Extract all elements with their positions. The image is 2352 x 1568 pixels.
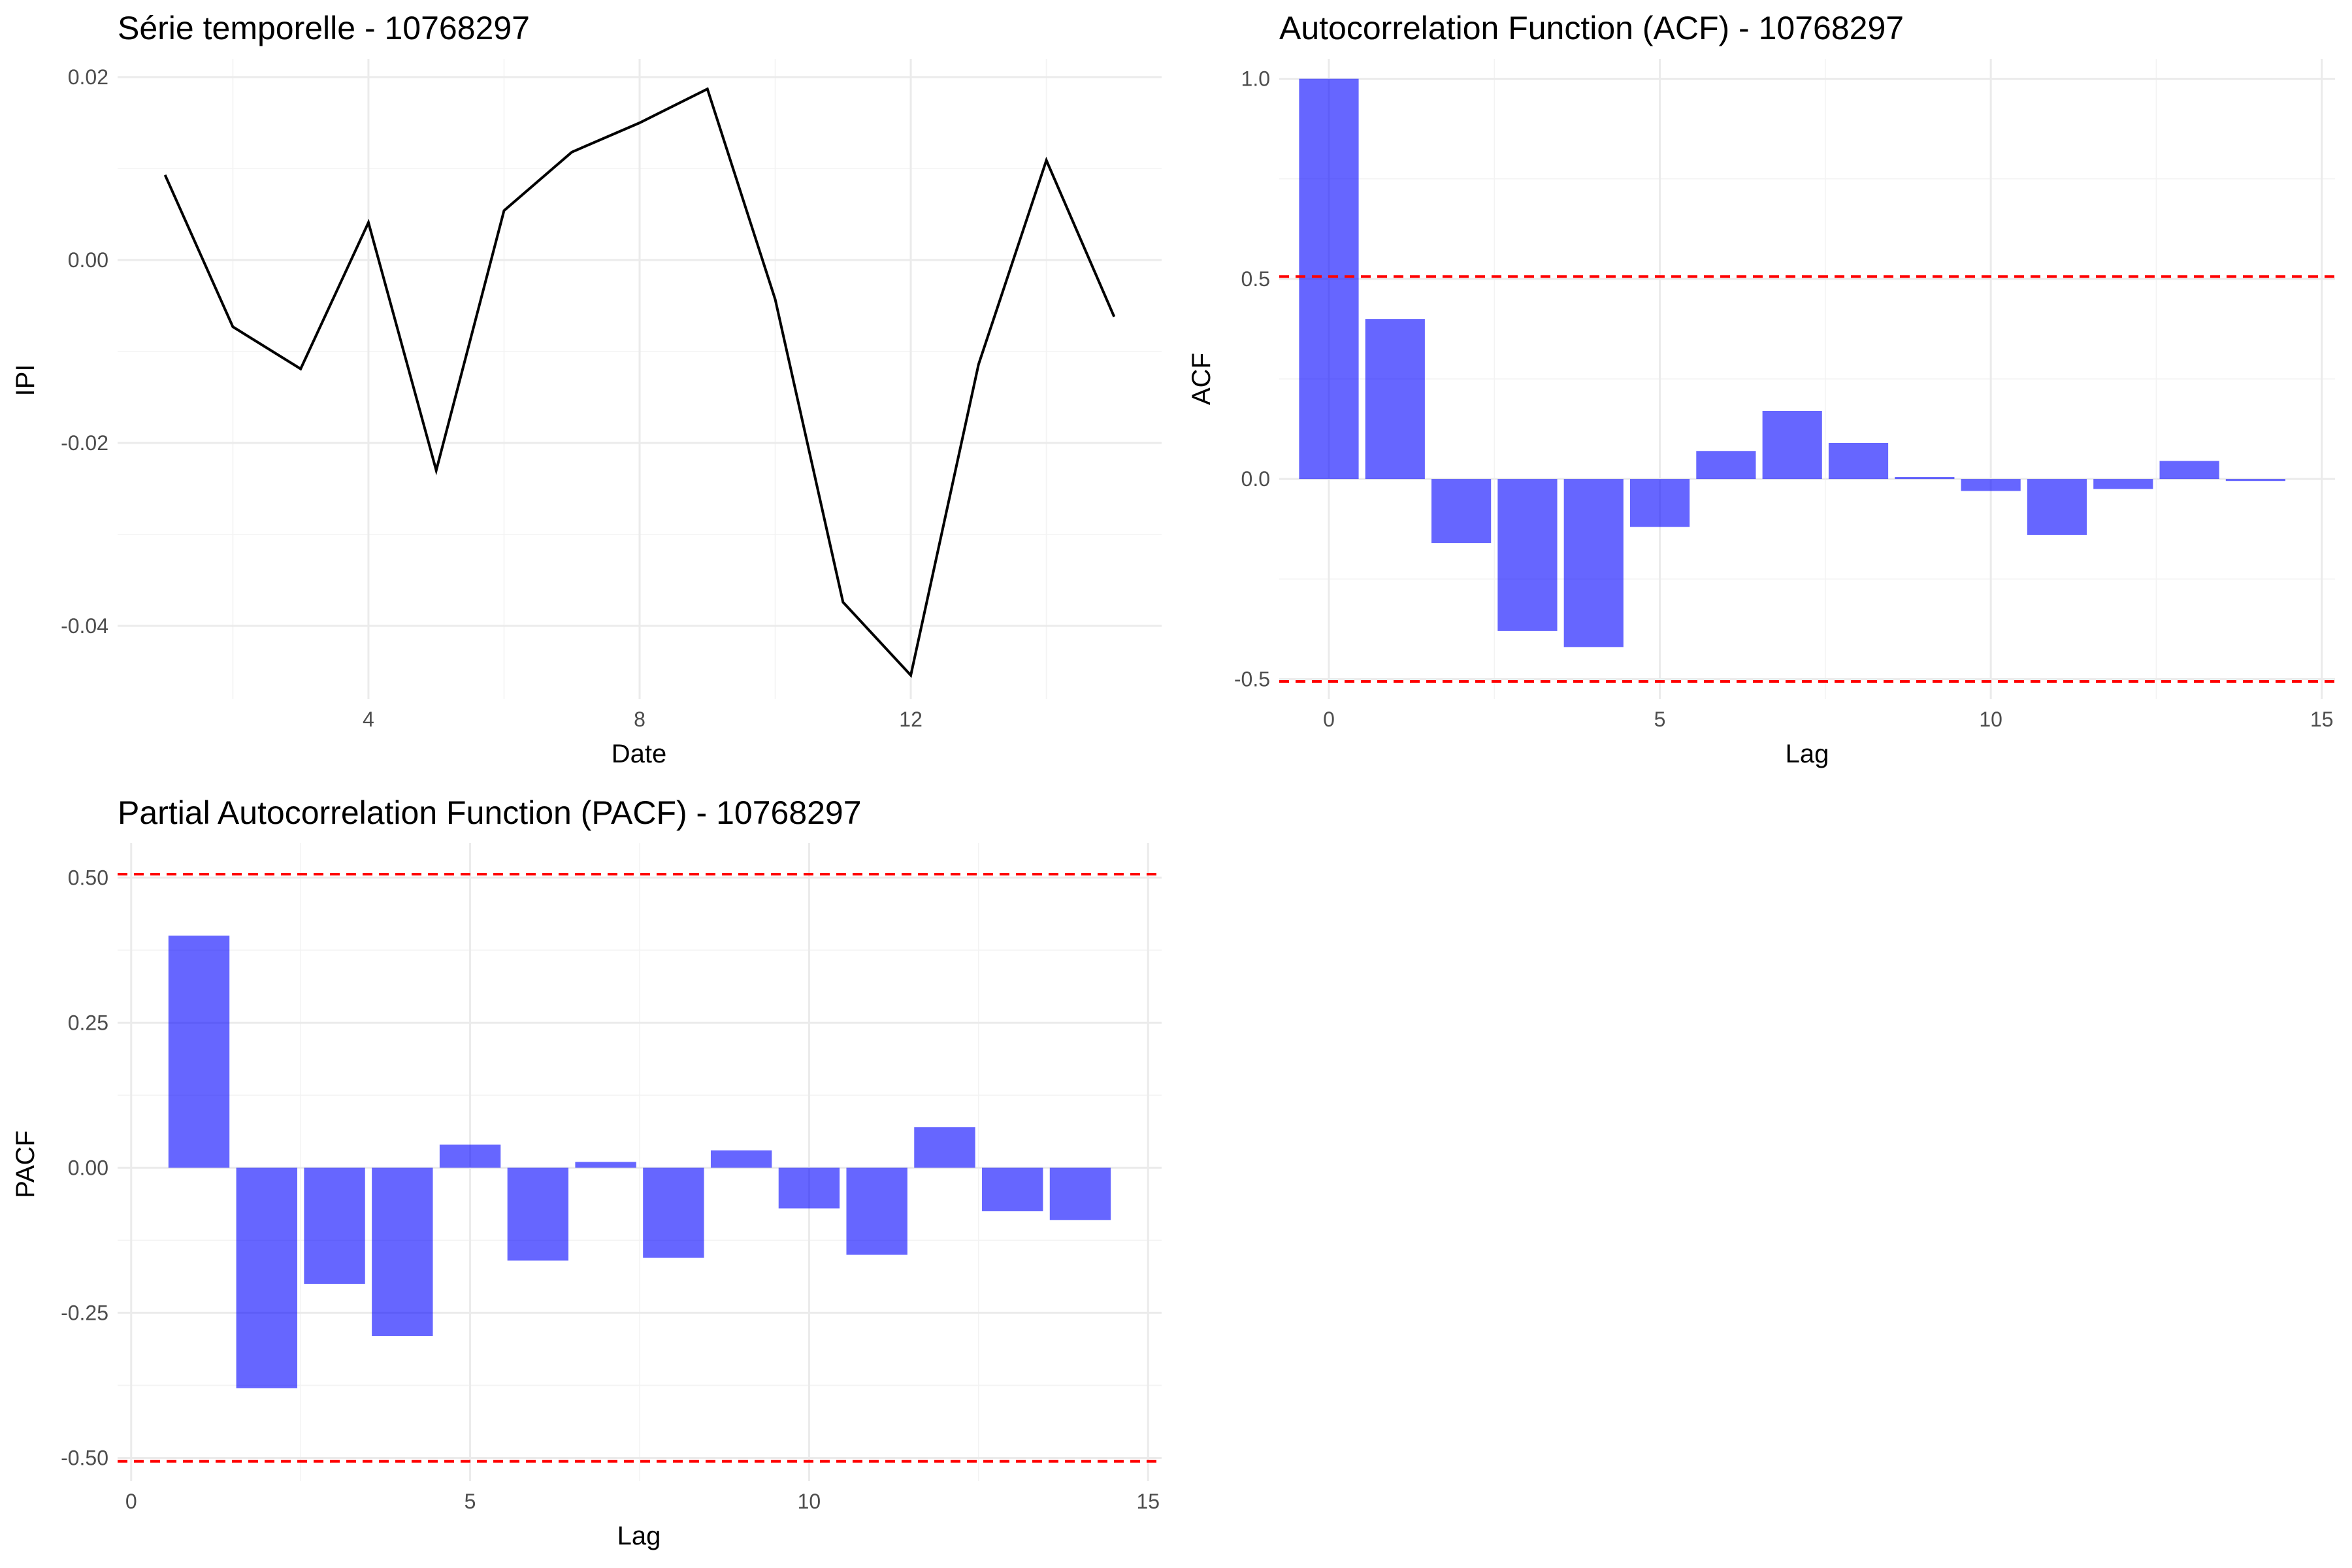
acf-y-tick-label: 1.0 — [1241, 67, 1270, 91]
pacf-y-tick-label: 0.00 — [68, 1156, 108, 1179]
pacf-y-tick-label: 0.25 — [68, 1011, 108, 1034]
pacf-marks — [118, 872, 1162, 1463]
time-series-panel: 4 8 12 -0.04 -0.02 0.00 0.02 Série temporelle … — [11, 10, 1162, 768]
acf-bar — [2027, 479, 2087, 535]
acf-x-tick-label: 5 — [1654, 708, 1666, 731]
acf-x-tick-label: 10 — [1979, 708, 2002, 731]
time-series-title: Série temporelle - 10768297 — [118, 10, 530, 46]
pacf-x-tick-label: 5 — [465, 1490, 476, 1513]
time-series-ticks: 4 8 12 -0.04 -0.02 0.00 0.02 — [61, 65, 923, 731]
acf-bar — [1895, 477, 1955, 480]
acf-bar — [1497, 479, 1558, 631]
acf-bar — [1365, 319, 1425, 480]
time-series-marks — [163, 87, 1116, 678]
acf-bar — [1961, 479, 2021, 491]
pacf-x-tick-label: 10 — [798, 1490, 821, 1513]
acf-bar — [1563, 479, 1624, 647]
pacf-bar — [507, 1168, 569, 1261]
pacf-y-axis-title: PACF — [11, 1130, 40, 1198]
acf-bar — [1828, 443, 1889, 480]
pacf-bar — [168, 936, 230, 1168]
time-series-x-tick-label: 12 — [899, 708, 923, 731]
time-series-y-tick-label: 0.00 — [68, 248, 108, 272]
acf-y-tick-label: -0.5 — [1234, 667, 1270, 691]
time-series-grid — [118, 59, 1162, 699]
pacf-title: Partial Autocorrelation Function (PACF) … — [118, 794, 862, 831]
pacf-bar — [710, 1150, 772, 1168]
pacf-bar — [778, 1168, 840, 1209]
time-series-x-tick-label: 8 — [634, 708, 645, 731]
pacf-bar — [304, 1168, 365, 1284]
time-series-y-axis-title: IPI — [11, 365, 40, 397]
time-series-x-tick-label: 4 — [363, 708, 374, 731]
acf-x-tick-label: 15 — [2310, 708, 2334, 731]
pacf-bar — [575, 1162, 636, 1168]
pacf-ticks: 0 5 10 15 -0.50 -0.25 0.00 0.25 0.50 — [61, 866, 1160, 1513]
time-series-y-tick-label: -0.04 — [61, 614, 108, 638]
pacf-bar — [372, 1168, 433, 1336]
acf-y-axis-title: ACF — [1187, 353, 1216, 405]
time-series-series-line — [163, 87, 1116, 678]
pacf-y-tick-label: -0.50 — [61, 1446, 108, 1469]
pacf-panel: 0 5 10 15 -0.50 -0.25 0.00 0.25 0.50 Partial Aut… — [11, 794, 1162, 1550]
acf-bar — [1629, 479, 1690, 527]
pacf-bar — [643, 1168, 704, 1258]
time-series-y-tick-label: 0.02 — [68, 65, 108, 89]
acf-panel: 0 5 10 15 -0.5 0.0 0.5 1.0 Autocorrelation Func… — [1187, 10, 2335, 768]
pacf-x-tick-label: 0 — [125, 1490, 137, 1513]
pacf-x-axis-title: Lag — [617, 1522, 661, 1550]
acf-bar — [2225, 479, 2286, 482]
acf-grid — [1279, 59, 2335, 699]
pacf-bar — [1049, 1168, 1111, 1220]
pacf-y-tick-label: 0.50 — [68, 866, 108, 889]
pacf-y-tick-label: -0.25 — [61, 1301, 108, 1324]
acf-ticks: 0 5 10 15 -0.5 0.0 0.5 1.0 — [1234, 67, 2334, 731]
pacf-bar — [982, 1168, 1043, 1211]
acf-bar — [1696, 451, 1756, 480]
acf-bar — [1299, 78, 1359, 480]
acf-y-tick-label: 0.5 — [1241, 267, 1270, 291]
acf-bar — [2093, 479, 2153, 489]
time-series-y-tick-label: -0.02 — [61, 431, 108, 455]
acf-marks — [1279, 78, 2335, 683]
acf-y-tick-label: 0.0 — [1241, 467, 1270, 491]
pacf-x-tick-label: 15 — [1136, 1490, 1160, 1513]
pacf-bar — [439, 1144, 501, 1168]
pacf-bar — [236, 1168, 297, 1388]
acf-bar — [2159, 461, 2219, 480]
pacf-bar — [914, 1127, 975, 1168]
acf-x-tick-label: 0 — [1323, 708, 1335, 731]
acf-x-axis-title: Lag — [1786, 740, 1829, 768]
acf-bar — [1762, 411, 1822, 480]
pacf-bar — [846, 1168, 907, 1255]
time-series-x-axis-title: Date — [612, 740, 667, 768]
acf-bar — [1431, 479, 1492, 544]
acf-title: Autocorrelation Function (ACF) - 1076829… — [1279, 10, 1904, 46]
